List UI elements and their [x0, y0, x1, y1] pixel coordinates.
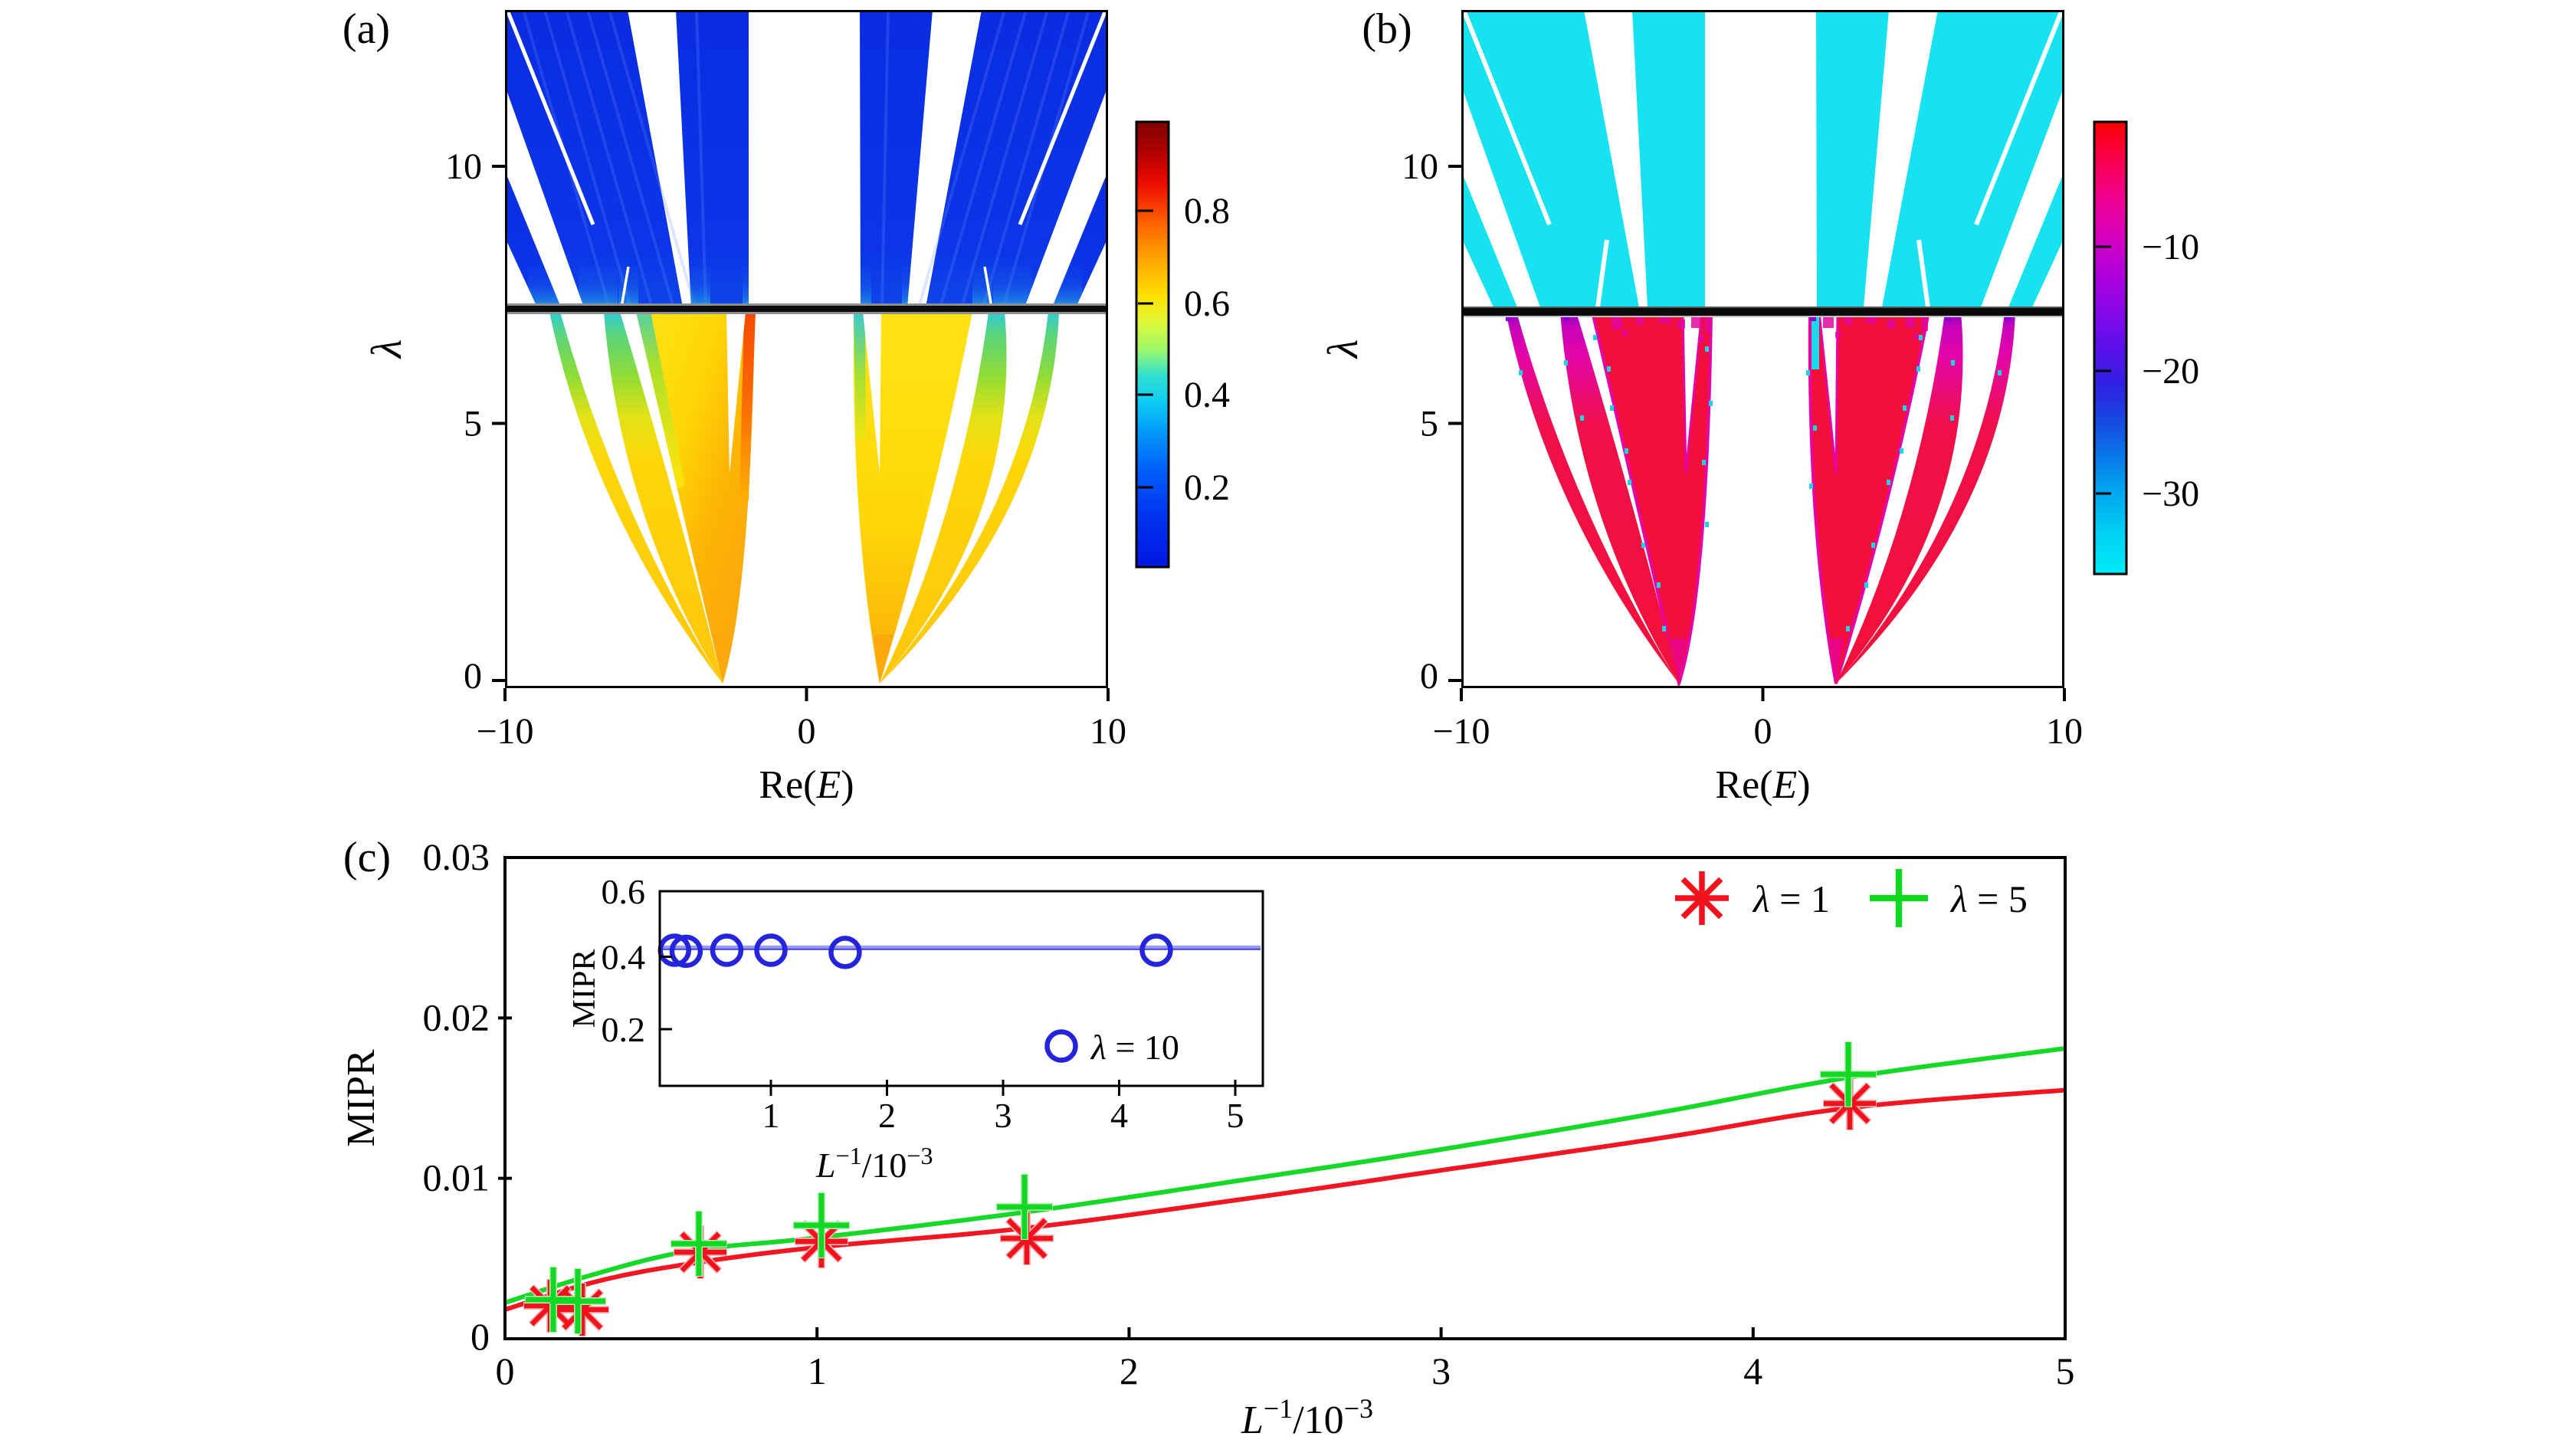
svg-text:2: 2	[878, 1096, 896, 1135]
svg-text:5: 5	[464, 404, 482, 444]
svg-text:10: 10	[1090, 711, 1126, 752]
svg-text:0.02: 0.02	[423, 995, 490, 1038]
svg-text:−10: −10	[1432, 711, 1490, 752]
svg-text:5: 5	[2056, 1349, 2075, 1392]
svg-text:2: 2	[1120, 1349, 1139, 1392]
svg-text:5: 5	[1420, 404, 1438, 444]
svg-text:(c): (c)	[343, 834, 391, 881]
svg-text:(a): (a)	[343, 5, 390, 53]
svg-text:−20: −20	[2142, 351, 2199, 392]
svg-text:3: 3	[995, 1096, 1012, 1135]
svg-text:λ = 5: λ = 5	[1949, 877, 2028, 920]
svg-text:0: 0	[1754, 711, 1772, 752]
svg-text:λ = 10: λ = 10	[1090, 1028, 1179, 1067]
svg-text:Re(E): Re(E)	[1715, 763, 1810, 807]
svg-text:10: 10	[2046, 711, 2083, 752]
svg-text:0.6: 0.6	[1184, 284, 1230, 324]
svg-text:0.03: 0.03	[423, 835, 490, 878]
svg-text:−10: −10	[2142, 227, 2199, 267]
svg-text:0: 0	[471, 1315, 490, 1358]
svg-text:0.8: 0.8	[1184, 191, 1230, 231]
svg-text:L−1/10−3: L−1/10−3	[1241, 1393, 1373, 1442]
svg-text:λ: λ	[1320, 339, 1367, 359]
svg-text:4: 4	[1743, 1349, 1762, 1392]
svg-text:MIPR: MIPR	[567, 949, 602, 1028]
svg-text:−10: −10	[476, 711, 533, 752]
svg-text:0: 0	[1420, 656, 1438, 697]
svg-text:0: 0	[798, 711, 816, 752]
svg-text:0.2: 0.2	[1184, 467, 1230, 508]
svg-text:0.4: 0.4	[602, 938, 646, 977]
svg-text:1: 1	[762, 1096, 780, 1135]
svg-text:0.2: 0.2	[602, 1010, 646, 1049]
svg-text:10: 10	[1402, 146, 1438, 187]
svg-text:λ = 1: λ = 1	[1752, 877, 1830, 920]
svg-text:0.4: 0.4	[1184, 375, 1230, 415]
svg-text:0.6: 0.6	[602, 872, 646, 911]
svg-text:5: 5	[1227, 1096, 1244, 1135]
svg-text:0: 0	[464, 656, 482, 697]
svg-text:−30: −30	[2142, 474, 2199, 514]
svg-text:0.01: 0.01	[423, 1156, 490, 1199]
svg-text:4: 4	[1110, 1096, 1128, 1135]
svg-text:λ: λ	[363, 339, 411, 359]
svg-text:1: 1	[808, 1349, 827, 1392]
svg-text:L−1/10−3: L−1/10−3	[815, 1142, 933, 1185]
svg-text:MIPR: MIPR	[339, 1049, 383, 1146]
svg-text:3: 3	[1431, 1349, 1451, 1392]
svg-text:10: 10	[445, 146, 482, 187]
svg-text:Re(E): Re(E)	[759, 763, 854, 807]
svg-text:(b): (b)	[1362, 5, 1412, 53]
svg-text:0: 0	[496, 1349, 515, 1392]
